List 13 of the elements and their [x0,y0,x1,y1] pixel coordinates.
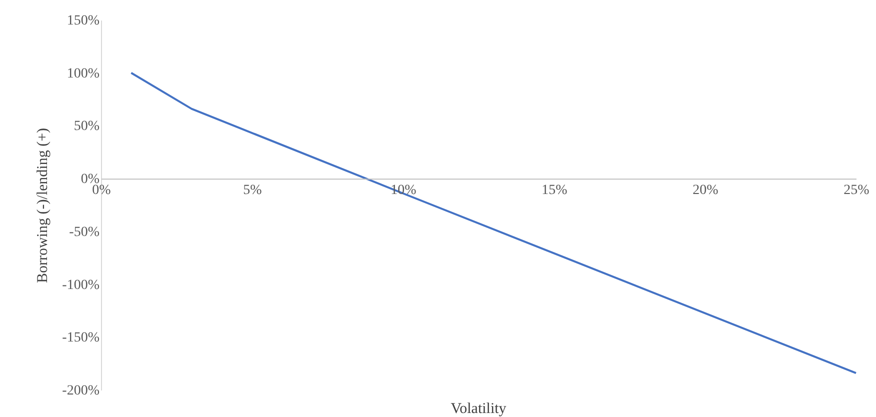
x-axis-title: Volatility [450,401,507,417]
y-tick-label: -150% [62,330,100,346]
y-tick-label: -100% [62,278,100,293]
x-tick-label: 25% [844,183,870,198]
y-tick-label: 50% [74,119,100,134]
y-tick-label: -200% [62,384,100,398]
y-tick-label: 150% [66,14,100,28]
y-tick-label: -50% [69,224,100,240]
y-axis-title: Borrowing (-)/lending (+) [35,128,52,284]
y-tick-label: 100% [66,66,100,82]
x-tick-label: 15% [542,183,568,198]
x-tick-label: 5% [243,183,262,198]
x-tick-label: 20% [692,183,719,198]
